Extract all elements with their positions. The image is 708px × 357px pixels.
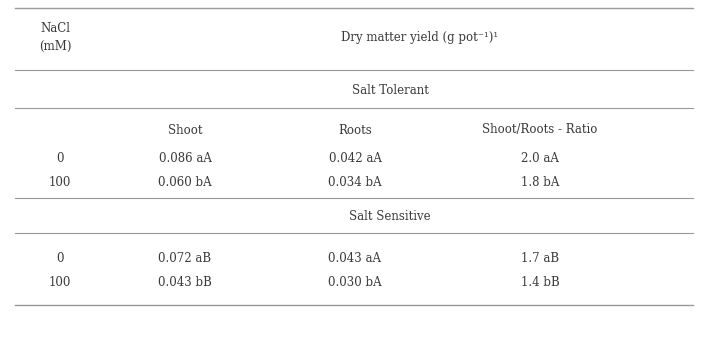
Text: Salt Sensitive: Salt Sensitive: [349, 211, 430, 223]
Text: 2.0 aA: 2.0 aA: [521, 151, 559, 165]
Text: 0.043 bB: 0.043 bB: [158, 277, 212, 290]
Text: NaCl: NaCl: [40, 21, 70, 35]
Text: 100: 100: [49, 277, 72, 290]
Text: Shoot: Shoot: [168, 124, 202, 136]
Text: 0.034 bA: 0.034 bA: [329, 176, 382, 190]
Text: 100: 100: [49, 176, 72, 190]
Text: 1.7 aB: 1.7 aB: [521, 251, 559, 265]
Text: 0.042 aA: 0.042 aA: [329, 151, 382, 165]
Text: 0: 0: [56, 251, 64, 265]
Text: 0.072 aB: 0.072 aB: [159, 251, 212, 265]
Text: 1.8 bA: 1.8 bA: [521, 176, 559, 190]
Text: 0.060 bA: 0.060 bA: [158, 176, 212, 190]
Text: 0.043 aA: 0.043 aA: [329, 251, 382, 265]
Text: 0.030 bA: 0.030 bA: [329, 277, 382, 290]
Text: Salt Tolerant: Salt Tolerant: [352, 84, 428, 96]
Text: Dry matter yield (g pot⁻¹)¹: Dry matter yield (g pot⁻¹)¹: [341, 30, 498, 44]
Text: 1.4 bB: 1.4 bB: [520, 277, 559, 290]
Text: 0: 0: [56, 151, 64, 165]
Text: Shoot/Roots - Ratio: Shoot/Roots - Ratio: [482, 124, 598, 136]
Text: 0.086 aA: 0.086 aA: [159, 151, 212, 165]
Text: (mM): (mM): [39, 40, 72, 52]
Text: Roots: Roots: [338, 124, 372, 136]
